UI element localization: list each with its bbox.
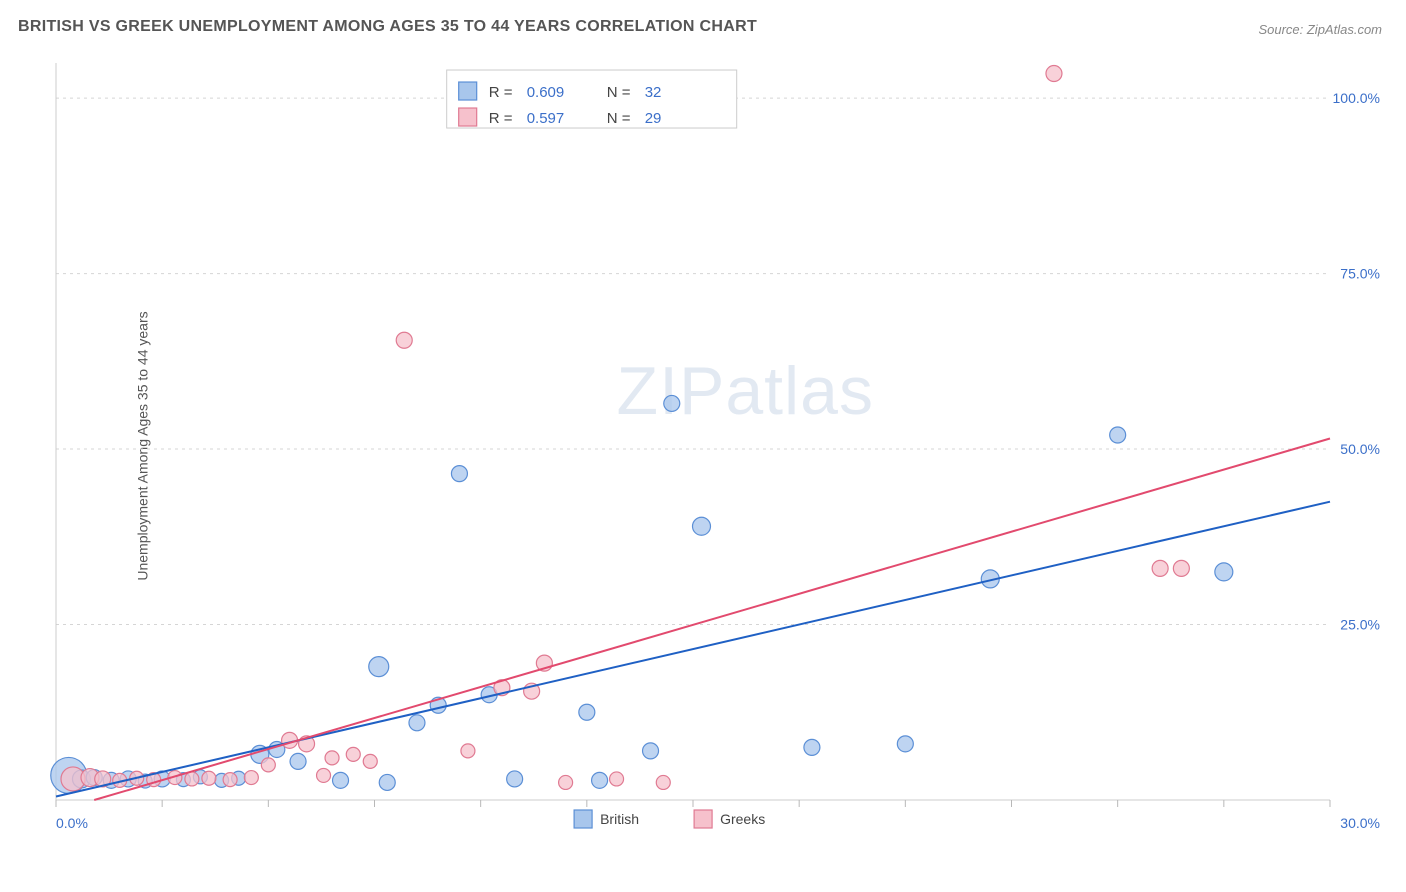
legend-swatch [574,810,592,828]
legend-series-label: Greeks [720,811,765,827]
legend-r-label: R = [489,84,513,101]
data-point [579,704,595,720]
y-tick-label: 75.0% [1340,266,1380,282]
data-point [369,657,389,677]
data-point [1110,427,1126,443]
data-point [202,771,216,785]
data-point [363,754,377,768]
legend-series-label: British [600,811,639,827]
data-point [1046,66,1062,82]
trend-line [94,439,1330,800]
data-point [1152,560,1168,576]
data-point [507,771,523,787]
data-point [559,775,573,789]
data-point [317,768,331,782]
data-point [333,772,349,788]
y-tick-label: 25.0% [1340,617,1380,633]
data-point [897,736,913,752]
data-point [610,772,624,786]
data-point [1173,560,1189,576]
legend-n-label: N = [607,110,631,127]
data-point [346,747,360,761]
legend-n-value: 32 [645,84,662,101]
data-point [379,774,395,790]
data-point [1215,563,1233,581]
chart-title: BRITISH VS GREEK UNEMPLOYMENT AMONG AGES… [18,18,757,36]
data-point [261,758,275,772]
data-point [290,753,306,769]
source-attribution: Source: ZipAtlas.com [1258,22,1382,37]
data-point [223,773,237,787]
legend-r-value: 0.597 [527,110,565,127]
legend-n-value: 29 [645,110,662,127]
plot-svg: 25.0% 50.0% 75.0% 100.0% 0.0% 30.0% ZIPatlas R … [50,55,1390,840]
x-tick-label: 0.0% [56,815,88,831]
data-point [643,743,659,759]
legend-r-value: 0.609 [527,84,565,101]
data-point [244,771,258,785]
y-tick-label: 100.0% [1333,90,1380,106]
data-point [325,751,339,765]
data-point [396,332,412,348]
legend-swatch [694,810,712,828]
legend-r-label: R = [489,110,513,127]
x-tick-label: 30.0% [1340,815,1380,831]
y-tick-label: 50.0% [1340,441,1380,457]
watermark: ZIPatlas [617,353,874,429]
data-point [804,739,820,755]
data-point [664,395,680,411]
scatter-plot: 25.0% 50.0% 75.0% 100.0% 0.0% 30.0% ZIPatlas R … [50,55,1390,840]
data-point [692,517,710,535]
data-point [409,715,425,731]
data-point [185,772,199,786]
trend-line [56,502,1330,797]
legend-n-label: N = [607,84,631,101]
legend-swatch [459,82,477,100]
data-point [592,772,608,788]
data-point [656,775,670,789]
data-point [451,466,467,482]
data-point [461,744,475,758]
legend-swatch [459,108,477,126]
